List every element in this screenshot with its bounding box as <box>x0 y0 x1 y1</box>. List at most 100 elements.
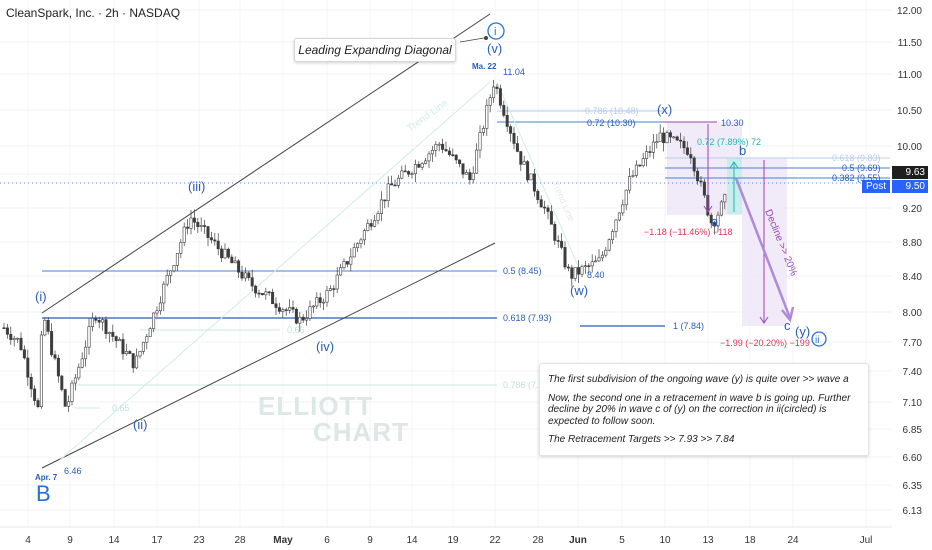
candle-body <box>560 240 564 248</box>
candle-body <box>97 320 101 323</box>
wave-label-ii: (ii) <box>133 417 147 432</box>
measure-c-head <box>759 316 769 324</box>
candle-body <box>607 239 611 251</box>
candle-body <box>454 154 458 161</box>
price-note-11-04: 11.04 <box>503 67 525 77</box>
candle-body <box>675 136 679 141</box>
candle-body <box>101 319 105 323</box>
candle-body <box>5 327 9 335</box>
upper-channel-line <box>41 13 491 314</box>
candle-body <box>274 303 278 308</box>
candle-body <box>271 291 275 305</box>
candle-body <box>12 338 16 340</box>
candle-body <box>396 177 400 186</box>
candle-body <box>400 170 404 179</box>
price-axis[interactable]: 12.0011.5011.0010.5010.009.609.208.808.4… <box>897 6 922 517</box>
candle-body <box>63 389 67 407</box>
candle-body <box>349 256 353 265</box>
candle-body <box>590 261 594 267</box>
candle-body <box>182 226 186 243</box>
price-tick-label: 11.50 <box>898 38 923 49</box>
candle-body <box>189 217 193 229</box>
candle-body <box>332 288 336 290</box>
candle-body <box>36 400 40 408</box>
time-tick-label: 9 <box>67 535 73 546</box>
time-tick-label: 24 <box>787 535 799 546</box>
candle-body <box>376 213 380 221</box>
time-tick-label: 14 <box>406 535 418 546</box>
projection-head <box>781 306 795 323</box>
candle-body <box>9 333 13 340</box>
note-paragraph-1: The first subdivision of the ongoing wav… <box>548 374 849 385</box>
candle-body <box>464 172 468 175</box>
time-axis[interactable]: 4 9 14 17 23 28 May 6 9 14 19 22 28 Jun 5 10 13 18 24 Jul <box>25 535 872 546</box>
post-value: 9.50 <box>905 181 925 192</box>
candle-body <box>169 270 173 276</box>
level-label: 0.618 (7.93) <box>503 313 552 323</box>
candle-body <box>294 308 298 324</box>
candle-body <box>651 141 655 153</box>
candle-body <box>519 151 523 165</box>
level-label: 0.66 <box>287 325 305 335</box>
price-tick-label: 7.70 <box>903 338 923 349</box>
candle-body <box>573 267 577 279</box>
circled-wave-i-pointer <box>459 37 485 43</box>
candle-body <box>362 230 366 241</box>
candle-body <box>243 272 247 279</box>
post-label: Post <box>862 180 890 193</box>
projection-arrow <box>734 177 792 319</box>
candle-body <box>226 248 230 258</box>
candle-body <box>413 164 417 175</box>
time-tick-label: 14 <box>108 535 120 546</box>
candle-body <box>488 97 492 106</box>
candle-body <box>689 154 693 159</box>
candle-body <box>16 337 20 340</box>
candle-body <box>257 292 261 295</box>
candle-body <box>298 316 302 324</box>
candle-body <box>26 357 30 378</box>
candle-body <box>288 307 292 311</box>
candle-body <box>628 176 632 191</box>
candle-body <box>515 143 519 152</box>
candle-body <box>624 189 628 206</box>
wave-label-x: (x) <box>657 102 672 117</box>
date-label-v: Ma. 22 <box>472 62 497 71</box>
candle-body <box>522 161 526 165</box>
candle-body <box>672 136 676 139</box>
candle-body <box>56 357 60 377</box>
candle-body <box>597 257 601 262</box>
price-tick-label: 8.40 <box>903 272 923 283</box>
level-label: 1 (7.84) <box>673 321 704 331</box>
candle-body <box>543 206 547 209</box>
candle-body <box>254 285 258 294</box>
candle-body <box>631 175 635 177</box>
candle-body <box>73 377 77 384</box>
candle-body <box>80 358 84 368</box>
candle-body <box>645 151 649 159</box>
candle-body <box>682 140 686 149</box>
candle-body <box>158 302 162 312</box>
wave-label-iv: (iv) <box>316 339 334 354</box>
candle-body <box>366 223 370 231</box>
candle-body <box>587 265 591 268</box>
candle-body <box>458 159 462 165</box>
price-tick-label: 10.00 <box>897 142 922 153</box>
measure-label: −1.99 (−20.20%) −199 <box>720 338 810 348</box>
candle-body <box>94 317 98 321</box>
candle-body <box>655 141 659 144</box>
wave-label-b: b <box>739 143 746 158</box>
measure-b-head <box>729 161 739 169</box>
candle-body <box>566 266 570 269</box>
candle-body <box>46 319 50 332</box>
candle-body <box>434 144 438 151</box>
candle-body <box>237 260 241 273</box>
measurements <box>459 36 795 324</box>
candle-body <box>709 214 713 224</box>
candle-body <box>577 267 581 275</box>
candle-body <box>641 158 645 166</box>
candle-body <box>583 265 587 268</box>
candle-body <box>138 351 142 357</box>
candle-body <box>43 319 47 336</box>
